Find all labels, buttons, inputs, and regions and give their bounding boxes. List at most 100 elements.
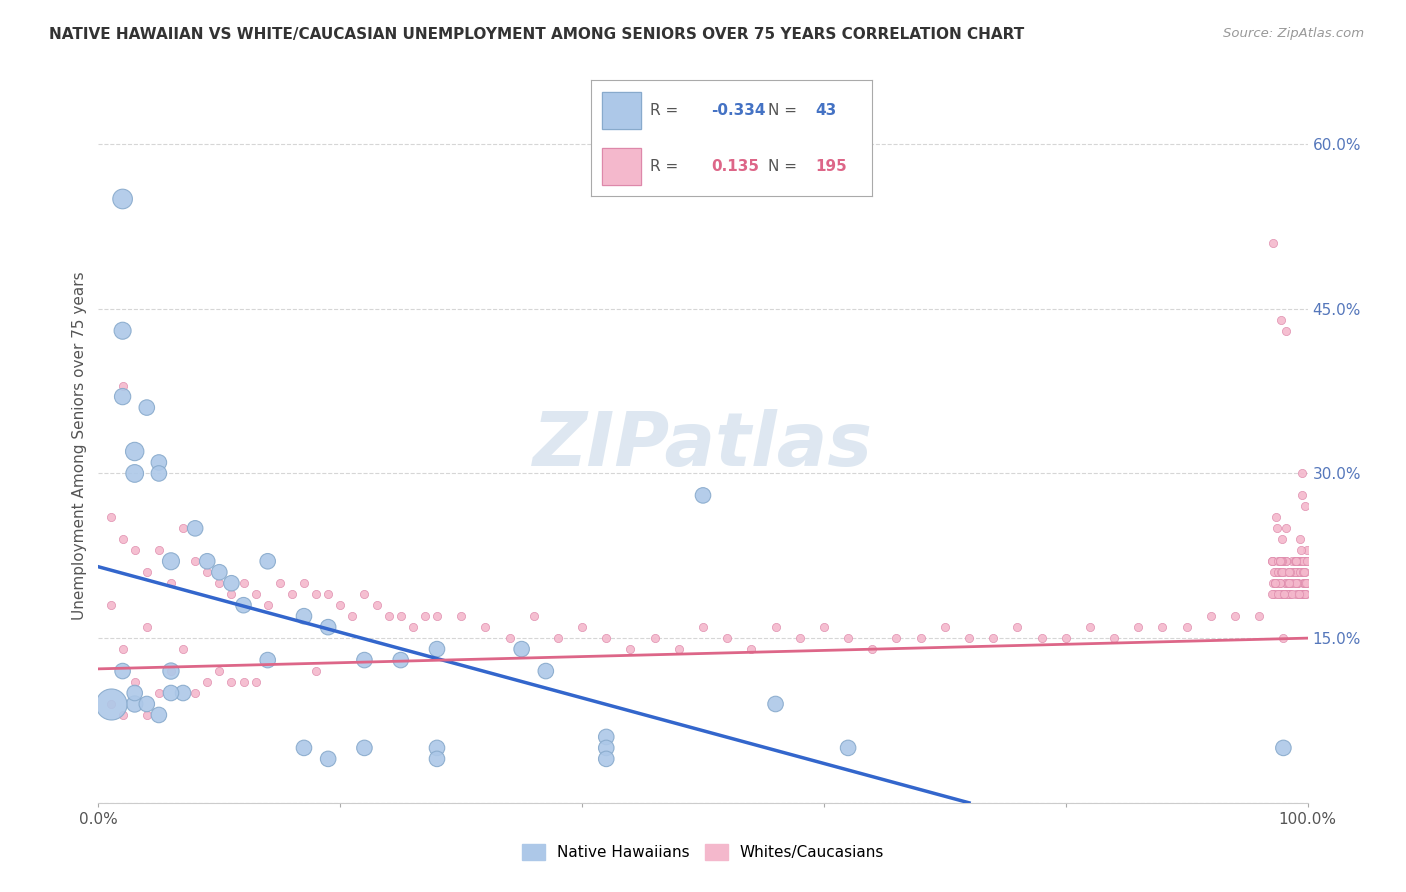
Text: ZIPatlas: ZIPatlas bbox=[533, 409, 873, 483]
Point bbox=[1054, 631, 1077, 645]
Point bbox=[1294, 587, 1316, 601]
Point bbox=[269, 576, 291, 591]
Point bbox=[208, 576, 231, 591]
Point bbox=[1270, 566, 1292, 580]
Point bbox=[1279, 576, 1302, 591]
Point bbox=[1223, 609, 1246, 624]
Point bbox=[1282, 576, 1305, 591]
Point bbox=[957, 631, 980, 645]
Point bbox=[1268, 554, 1291, 568]
Point bbox=[1295, 554, 1317, 568]
Point bbox=[135, 697, 157, 711]
Point bbox=[232, 675, 254, 690]
Point bbox=[1281, 554, 1303, 568]
Point bbox=[100, 697, 122, 711]
Point bbox=[1288, 587, 1310, 601]
Point bbox=[329, 598, 352, 612]
Point bbox=[1295, 576, 1317, 591]
Point bbox=[474, 620, 496, 634]
Point bbox=[1292, 587, 1315, 601]
Point bbox=[148, 686, 170, 700]
Point bbox=[124, 675, 146, 690]
Point bbox=[1289, 587, 1312, 601]
Point bbox=[740, 642, 762, 657]
Point bbox=[402, 620, 425, 634]
Point bbox=[1264, 587, 1286, 601]
Text: R =: R = bbox=[650, 159, 683, 174]
Point bbox=[111, 192, 134, 206]
Point bbox=[1007, 620, 1029, 634]
Point bbox=[1263, 587, 1285, 601]
Point bbox=[1286, 587, 1309, 601]
Point bbox=[353, 653, 375, 667]
Point bbox=[1271, 554, 1294, 568]
Point bbox=[1294, 576, 1316, 591]
Point bbox=[1265, 510, 1288, 524]
Point bbox=[1274, 587, 1296, 601]
Point bbox=[1277, 587, 1299, 601]
Point bbox=[1295, 543, 1317, 558]
Point bbox=[221, 576, 243, 591]
Point bbox=[111, 708, 134, 723]
Point bbox=[1152, 620, 1174, 634]
Point bbox=[1292, 566, 1315, 580]
Point bbox=[1268, 566, 1291, 580]
Point bbox=[1102, 631, 1125, 645]
Point bbox=[256, 554, 278, 568]
Point bbox=[1285, 566, 1308, 580]
Point bbox=[1263, 566, 1285, 580]
Point bbox=[547, 631, 569, 645]
Point bbox=[1274, 566, 1296, 580]
Point bbox=[1261, 554, 1284, 568]
Point bbox=[184, 521, 207, 535]
Point bbox=[100, 697, 122, 711]
Point bbox=[1199, 609, 1222, 624]
Point bbox=[1294, 576, 1316, 591]
Point bbox=[426, 642, 449, 657]
Point bbox=[148, 467, 170, 481]
Point bbox=[595, 740, 617, 755]
Point bbox=[1031, 631, 1053, 645]
Point bbox=[716, 631, 738, 645]
Text: 195: 195 bbox=[815, 159, 848, 174]
Point bbox=[1268, 554, 1291, 568]
Point bbox=[426, 609, 449, 624]
Point bbox=[1275, 576, 1298, 591]
Text: NATIVE HAWAIIAN VS WHITE/CAUCASIAN UNEMPLOYMENT AMONG SENIORS OVER 75 YEARS CORR: NATIVE HAWAIIAN VS WHITE/CAUCASIAN UNEMP… bbox=[49, 27, 1025, 42]
Point bbox=[1128, 620, 1150, 634]
Point bbox=[1249, 609, 1271, 624]
Point bbox=[426, 740, 449, 755]
Point bbox=[1292, 554, 1315, 568]
Point bbox=[1277, 576, 1299, 591]
Point bbox=[111, 324, 134, 338]
Point bbox=[1279, 587, 1302, 601]
Point bbox=[1281, 566, 1303, 580]
Point bbox=[195, 566, 218, 580]
Point bbox=[1278, 566, 1301, 580]
Point bbox=[124, 467, 146, 481]
Point bbox=[1278, 566, 1301, 580]
Point bbox=[1289, 587, 1312, 601]
Point bbox=[135, 620, 157, 634]
Point bbox=[1286, 576, 1309, 591]
Point bbox=[1267, 566, 1289, 580]
Point bbox=[1289, 554, 1312, 568]
Point bbox=[172, 521, 194, 535]
Point bbox=[1267, 566, 1289, 580]
Point bbox=[172, 642, 194, 657]
Point bbox=[644, 631, 666, 645]
Point bbox=[981, 631, 1004, 645]
Point bbox=[160, 686, 183, 700]
Point bbox=[934, 620, 956, 634]
Point bbox=[353, 740, 375, 755]
Point bbox=[160, 664, 183, 678]
Point bbox=[1271, 587, 1294, 601]
Point bbox=[1284, 566, 1306, 580]
Point bbox=[595, 631, 617, 645]
Text: Source: ZipAtlas.com: Source: ZipAtlas.com bbox=[1223, 27, 1364, 40]
Point bbox=[765, 697, 787, 711]
Point bbox=[342, 609, 364, 624]
Point bbox=[111, 533, 134, 547]
Point bbox=[366, 598, 388, 612]
Point bbox=[1078, 620, 1101, 634]
